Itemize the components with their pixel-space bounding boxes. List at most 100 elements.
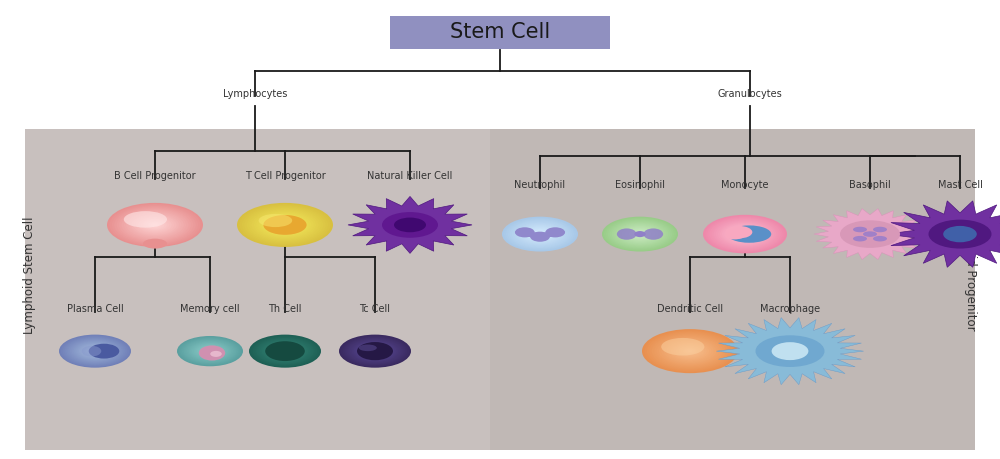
Ellipse shape — [251, 209, 319, 241]
Ellipse shape — [117, 207, 193, 242]
Ellipse shape — [88, 348, 102, 354]
Ellipse shape — [148, 222, 162, 228]
Text: Lymphocytes: Lymphocytes — [223, 89, 287, 99]
Ellipse shape — [527, 228, 553, 240]
Text: Th Cell: Th Cell — [268, 304, 302, 314]
Ellipse shape — [346, 338, 404, 364]
Ellipse shape — [512, 221, 568, 247]
Ellipse shape — [344, 337, 406, 365]
Ellipse shape — [718, 222, 772, 246]
Text: Plasma Cell: Plasma Cell — [67, 304, 123, 314]
Ellipse shape — [77, 343, 113, 359]
Ellipse shape — [608, 219, 672, 249]
Ellipse shape — [260, 340, 310, 363]
Text: Mast Cell: Mast Cell — [938, 180, 982, 190]
Ellipse shape — [619, 224, 661, 244]
Ellipse shape — [734, 230, 756, 239]
Ellipse shape — [685, 349, 695, 353]
Ellipse shape — [720, 223, 770, 246]
Ellipse shape — [208, 350, 212, 352]
Text: Stem Cell: Stem Cell — [450, 22, 550, 42]
Ellipse shape — [673, 343, 707, 359]
Ellipse shape — [382, 212, 438, 238]
Ellipse shape — [688, 350, 692, 352]
Ellipse shape — [239, 204, 331, 246]
Text: Eosinophil: Eosinophil — [615, 180, 665, 190]
Ellipse shape — [743, 233, 747, 235]
Ellipse shape — [89, 344, 119, 358]
Ellipse shape — [357, 343, 393, 359]
Ellipse shape — [136, 216, 174, 234]
Ellipse shape — [192, 343, 228, 359]
Ellipse shape — [707, 217, 783, 252]
Ellipse shape — [61, 336, 129, 367]
Ellipse shape — [654, 335, 726, 368]
Ellipse shape — [602, 217, 678, 252]
Ellipse shape — [523, 226, 557, 242]
Ellipse shape — [207, 350, 213, 353]
Ellipse shape — [150, 223, 160, 227]
Ellipse shape — [278, 348, 292, 354]
Ellipse shape — [59, 335, 131, 368]
Text: Myeloid Progenitor: Myeloid Progenitor — [964, 220, 976, 331]
Ellipse shape — [141, 218, 169, 231]
Text: Basophil: Basophil — [849, 180, 891, 190]
Ellipse shape — [730, 227, 760, 241]
Ellipse shape — [671, 342, 709, 360]
Ellipse shape — [519, 224, 561, 244]
Ellipse shape — [359, 344, 391, 358]
Ellipse shape — [524, 232, 556, 238]
Ellipse shape — [352, 341, 398, 362]
Ellipse shape — [195, 344, 225, 358]
Ellipse shape — [249, 335, 321, 368]
Ellipse shape — [724, 224, 766, 244]
Ellipse shape — [532, 230, 548, 238]
Ellipse shape — [109, 204, 201, 246]
Ellipse shape — [114, 206, 196, 244]
Ellipse shape — [73, 341, 117, 361]
Ellipse shape — [625, 227, 655, 241]
Ellipse shape — [275, 220, 295, 230]
Ellipse shape — [202, 347, 218, 355]
Ellipse shape — [634, 231, 646, 237]
Ellipse shape — [709, 218, 781, 251]
Ellipse shape — [517, 224, 563, 245]
Text: Lymphoid Stem Cell: Lymphoid Stem Cell — [23, 217, 36, 334]
Ellipse shape — [722, 224, 768, 245]
Ellipse shape — [253, 336, 317, 366]
Ellipse shape — [361, 345, 389, 358]
Ellipse shape — [66, 338, 124, 364]
Ellipse shape — [610, 220, 670, 248]
Ellipse shape — [244, 206, 326, 244]
Ellipse shape — [145, 220, 165, 230]
Ellipse shape — [205, 349, 215, 353]
Ellipse shape — [269, 344, 301, 358]
Text: T Cell Progenitor: T Cell Progenitor — [245, 171, 325, 181]
Ellipse shape — [668, 341, 712, 361]
Ellipse shape — [638, 233, 642, 235]
Ellipse shape — [513, 222, 567, 246]
Polygon shape — [814, 209, 926, 259]
Ellipse shape — [273, 219, 297, 230]
Ellipse shape — [853, 236, 867, 241]
Ellipse shape — [508, 219, 572, 249]
Ellipse shape — [631, 230, 650, 239]
Ellipse shape — [853, 227, 867, 232]
Ellipse shape — [280, 223, 290, 227]
Ellipse shape — [644, 330, 736, 372]
Ellipse shape — [267, 343, 303, 359]
Ellipse shape — [91, 349, 99, 353]
Ellipse shape — [680, 347, 700, 356]
Ellipse shape — [82, 345, 108, 357]
Ellipse shape — [873, 227, 887, 232]
Ellipse shape — [280, 349, 290, 353]
Ellipse shape — [265, 342, 305, 360]
Ellipse shape — [254, 337, 316, 365]
Ellipse shape — [119, 208, 191, 241]
Ellipse shape — [741, 232, 749, 236]
Ellipse shape — [281, 349, 289, 353]
Ellipse shape — [189, 341, 231, 361]
Ellipse shape — [81, 346, 101, 357]
Ellipse shape — [197, 345, 223, 357]
Ellipse shape — [739, 231, 751, 237]
